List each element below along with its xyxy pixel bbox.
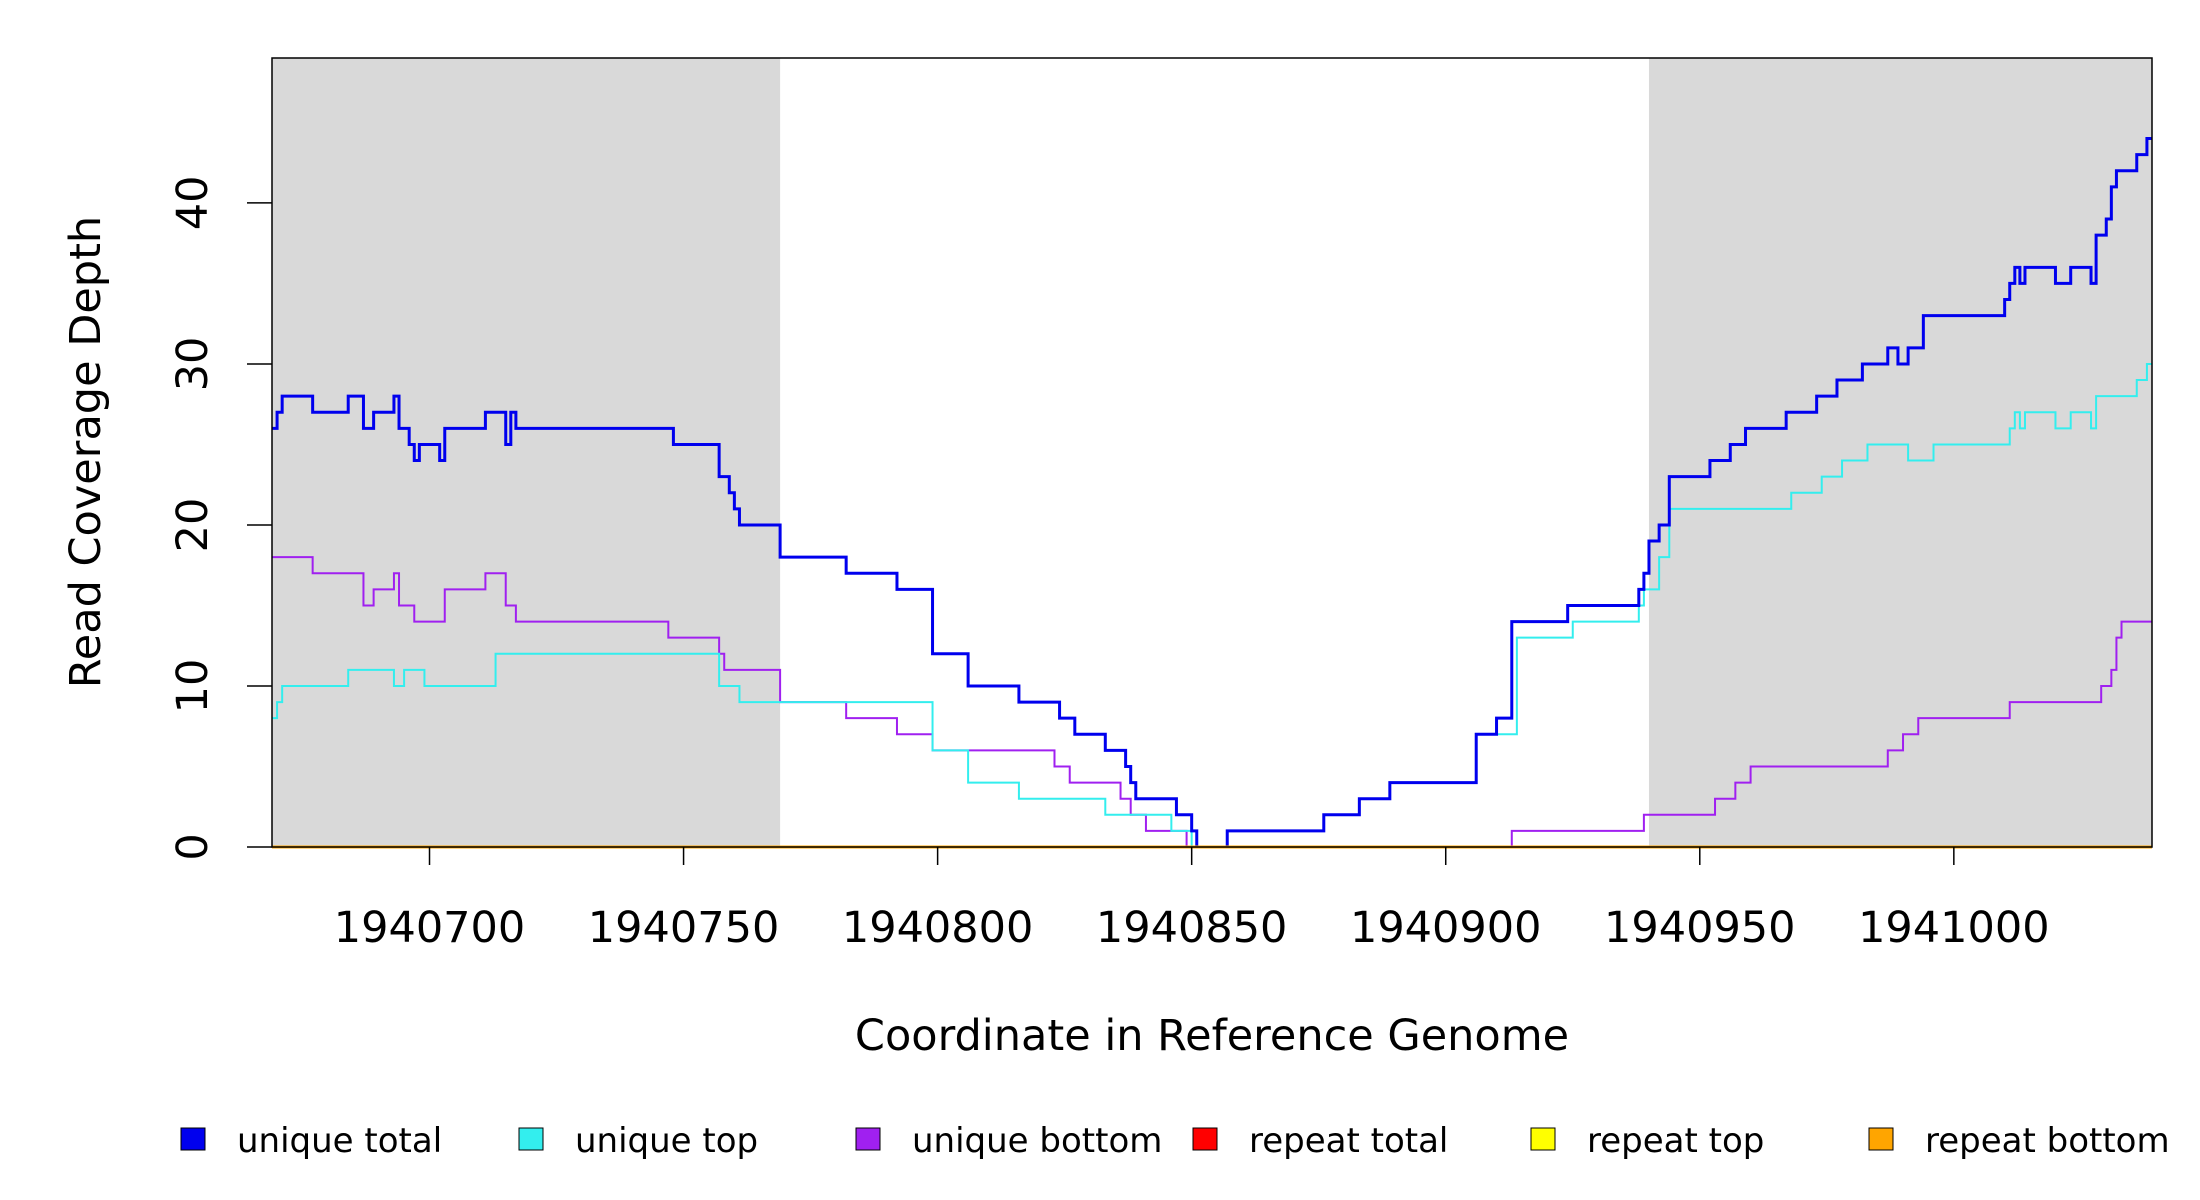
shaded-region [1648, 58, 2152, 847]
y-axis-title: Read Coverage Depth [61, 216, 111, 688]
y-tick-label: 30 [168, 337, 218, 392]
y-axis: 0 10 20 30 40 [168, 176, 272, 861]
x-tick-label: 1940950 [1604, 903, 1796, 953]
legend-label: unique bottom [912, 1121, 1162, 1161]
legend-label: repeat total [1249, 1121, 1448, 1161]
x-tick-label: 1940750 [588, 903, 780, 953]
legend-label: repeat top [1587, 1121, 1764, 1161]
legend-label: repeat bottom [1925, 1121, 2170, 1161]
x-tick-label: 1941000 [1858, 903, 2050, 953]
legend: unique total unique top unique bottom repea… [180, 1121, 2170, 1161]
x-tick-label: 1940800 [842, 903, 1034, 953]
legend-swatch [1530, 1127, 1556, 1151]
x-tick-label: 1940850 [1096, 903, 1288, 953]
plot-frame [271, 57, 2153, 848]
x-axis: 1940700 1940750 1940800 1940850 1940900 19409… [334, 847, 2050, 953]
series-line-unique-bottom [272, 556, 2152, 848]
y-tick-label: 0 [168, 833, 218, 860]
y-tick-label: 10 [168, 659, 218, 714]
legend-swatch [1868, 1127, 1894, 1151]
legend-swatch [1192, 1127, 1218, 1151]
x-tick-label: 1940900 [1350, 903, 1542, 953]
legend-swatch [180, 1127, 206, 1151]
y-tick-label: 20 [168, 498, 218, 553]
legend-label: unique top [575, 1121, 758, 1161]
x-axis-title: Coordinate in Reference Genome [855, 1011, 1569, 1061]
shaded-regions [272, 58, 2152, 847]
legend-label: unique total [237, 1121, 442, 1161]
shaded-region [272, 58, 781, 847]
y-tick-label: 40 [168, 176, 218, 231]
legend-swatch [855, 1127, 881, 1151]
x-tick-label: 1940700 [334, 903, 526, 953]
legend-swatch [518, 1127, 544, 1151]
